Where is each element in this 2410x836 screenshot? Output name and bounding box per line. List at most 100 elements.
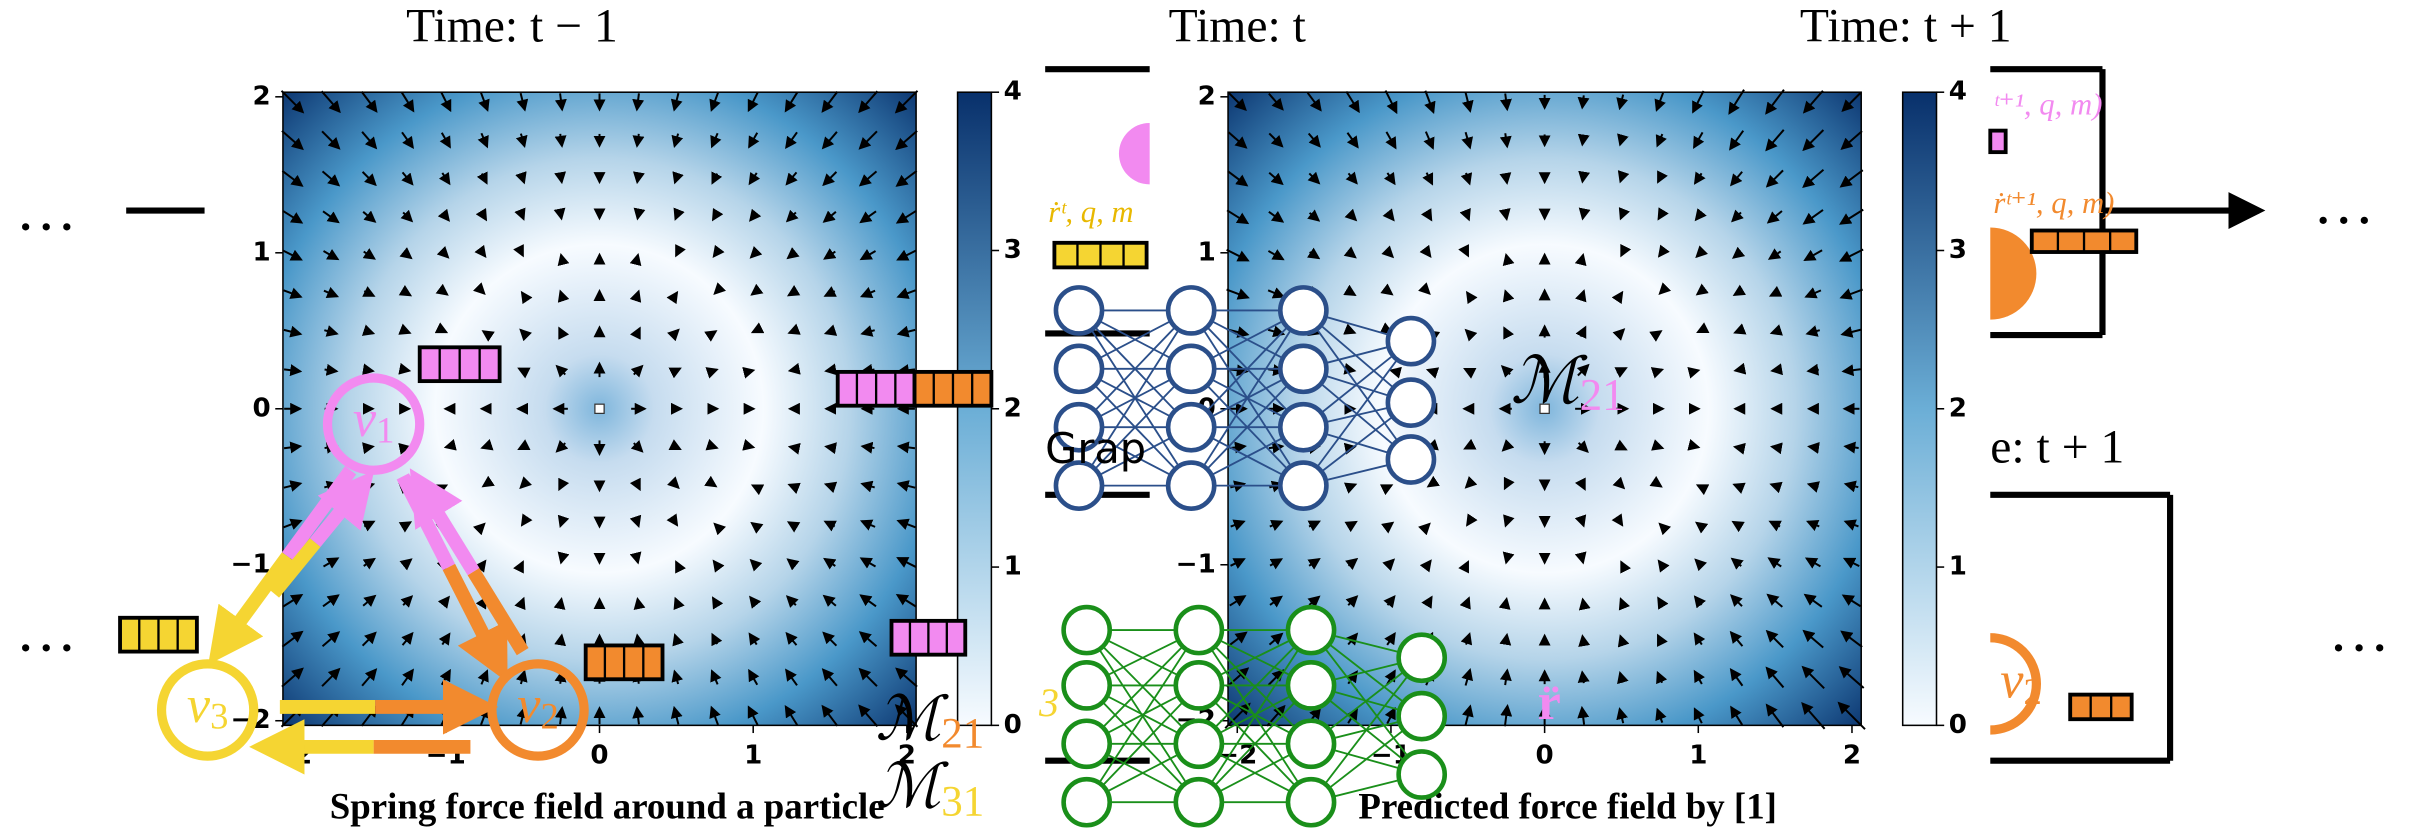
force-arrow (1467, 523, 1468, 525)
force-arrow (1697, 293, 1699, 295)
nn-node (1280, 404, 1326, 450)
node-label-symbol: v (517, 676, 541, 734)
y-tick-label: 1 (252, 237, 270, 267)
nn-node (1388, 380, 1434, 426)
message-label-symbol: ℳ (876, 753, 950, 821)
force-arrow (1506, 214, 1507, 219)
force-arrow (522, 523, 523, 525)
particle (1990, 227, 2036, 319)
force-arrow (676, 255, 677, 256)
force-arrow (713, 370, 717, 371)
nn-node (1288, 779, 1334, 825)
force-arrow (561, 599, 562, 603)
y-tick-label: 1 (1198, 237, 1216, 267)
x-tick-label: 1 (744, 741, 762, 771)
force-arrow (1582, 135, 1583, 144)
force-arrow (1621, 215, 1623, 219)
message-label-symbol: ℳ (876, 685, 950, 753)
y-tick-label: −1 (231, 549, 271, 579)
force-arrow (406, 370, 410, 371)
force-arrow (1621, 523, 1622, 525)
force-arrow (1582, 522, 1583, 525)
nn-node (1399, 635, 1445, 681)
force-arrow (637, 291, 638, 295)
nn-node (1064, 607, 1110, 653)
nn-node (1288, 662, 1334, 708)
nn-node (1388, 436, 1434, 482)
time-title: Time: t + 1 (1800, 1, 2012, 53)
accel-label: r̈ (1538, 673, 1561, 731)
force-arrow (753, 332, 754, 333)
force-arrow (790, 370, 794, 371)
force-arrow (637, 522, 638, 526)
nn-node (1064, 721, 1110, 767)
node-label-symbol: v (187, 676, 211, 734)
time-title: Time: t (1169, 1, 1306, 53)
colorbar-tick-label: 2 (1949, 393, 1967, 423)
nn-node (1280, 463, 1326, 509)
colorbar-tick-label: 1 (1004, 552, 1022, 582)
nn-node (1176, 662, 1222, 708)
force-arrow (1467, 255, 1468, 256)
force-arrow (676, 562, 677, 563)
force-arrow (1809, 447, 1818, 448)
colorbar-tick-label: 0 (1004, 710, 1022, 740)
ellipsis: … (2328, 596, 2389, 664)
page: { "panels": [ {"title": "Time: t − 1", "… (0, 0, 2410, 836)
force-arrow (637, 635, 638, 643)
force-arrow (713, 447, 717, 448)
force-arrow (522, 255, 523, 256)
force-arrow (826, 370, 834, 371)
force-arrow (1390, 485, 1391, 486)
force-arrow (638, 215, 639, 219)
force-arrow (676, 292, 677, 294)
force-arrow (1772, 370, 1778, 371)
force-arrow (714, 485, 716, 486)
force-arrow (826, 447, 834, 448)
force-arrow (560, 291, 561, 295)
fragment: ṙᵗ, q, m (1048, 195, 1133, 229)
nn-node (1168, 404, 1214, 450)
y-tick-label: −1 (1176, 549, 1216, 579)
force-arrow (1390, 293, 1392, 295)
ellipsis: … (16, 175, 77, 243)
x-tick-label: 1 (1689, 741, 1707, 771)
figure: −2−1012−2−101201234Spring force field ar… (0, 0, 2410, 836)
nn-node (1399, 751, 1445, 797)
nn-node (1280, 287, 1326, 333)
force-arrow (560, 635, 561, 643)
message-label-sub: 31 (941, 778, 984, 825)
time-title: Time: t − 1 (406, 1, 618, 53)
force-arrow (365, 370, 373, 371)
force-arrow (560, 522, 561, 526)
force-arrow (1582, 175, 1583, 182)
node-label-sub: 1 (376, 410, 394, 451)
force-arrow (482, 447, 486, 448)
nn-node (1056, 287, 1102, 333)
center-marker (595, 404, 604, 413)
force-arrow (1583, 636, 1584, 642)
y-tick-label: 0 (252, 393, 270, 423)
fragment: ṙᵗ⁺¹, q, m) (1993, 186, 2114, 220)
force-arrow (790, 447, 794, 448)
force-arrow (638, 599, 639, 603)
force-arrow (1772, 447, 1778, 448)
message-label: ℳ31 (876, 753, 985, 825)
nn-node (1176, 721, 1222, 767)
message-label-sub: 21 (1580, 371, 1625, 421)
feature-vector (1990, 131, 2005, 153)
message-label-sub: 21 (941, 711, 984, 758)
nn-node (1280, 346, 1326, 392)
fragment: ᵗ⁺¹, q, m) (1993, 88, 2102, 122)
force-arrow (1735, 447, 1739, 448)
nn-node (1288, 721, 1334, 767)
force-arrow (1428, 370, 1431, 371)
nn-node (1064, 779, 1110, 825)
ellipsis: … (2313, 169, 2374, 237)
force-arrow (1468, 562, 1469, 563)
x-tick-label: 0 (590, 741, 608, 771)
force-arrow (1583, 215, 1584, 219)
node-label: v3 (187, 676, 228, 737)
node-label-symbol: v (353, 390, 377, 448)
colorbar-tick-label: 4 (1004, 77, 1022, 107)
